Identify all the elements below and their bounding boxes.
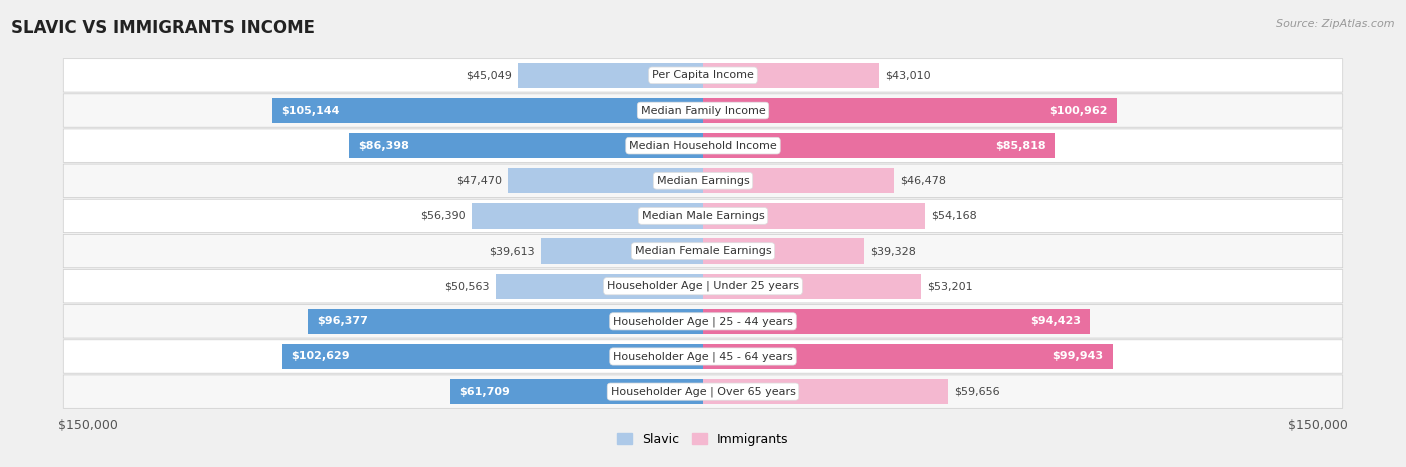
Text: $43,010: $43,010 <box>886 71 931 80</box>
Bar <box>703 379 948 404</box>
FancyBboxPatch shape <box>63 375 1343 408</box>
Bar <box>509 168 703 193</box>
Legend: Slavic, Immigrants: Slavic, Immigrants <box>613 428 793 451</box>
FancyBboxPatch shape <box>63 129 1343 163</box>
Bar <box>271 98 703 123</box>
FancyBboxPatch shape <box>63 340 1343 373</box>
Text: $53,201: $53,201 <box>928 281 973 291</box>
Bar <box>519 63 703 88</box>
Bar <box>703 309 1090 334</box>
FancyBboxPatch shape <box>63 234 1343 268</box>
Bar <box>349 133 703 158</box>
Text: $54,168: $54,168 <box>931 211 977 221</box>
Text: Median Household Income: Median Household Income <box>628 141 778 151</box>
Text: Median Family Income: Median Family Income <box>641 106 765 115</box>
FancyBboxPatch shape <box>63 59 1343 92</box>
Text: $45,049: $45,049 <box>467 71 512 80</box>
Text: $47,470: $47,470 <box>456 176 502 186</box>
FancyBboxPatch shape <box>63 304 1343 338</box>
Text: Householder Age | Over 65 years: Householder Age | Over 65 years <box>610 386 796 397</box>
Text: $86,398: $86,398 <box>359 141 409 151</box>
Text: Source: ZipAtlas.com: Source: ZipAtlas.com <box>1277 19 1395 28</box>
Text: Per Capita Income: Per Capita Income <box>652 71 754 80</box>
Bar <box>703 133 1054 158</box>
Text: $96,377: $96,377 <box>316 316 368 326</box>
Bar <box>472 203 703 228</box>
Text: $94,423: $94,423 <box>1031 316 1081 326</box>
Text: Median Earnings: Median Earnings <box>657 176 749 186</box>
Bar <box>703 239 865 264</box>
Text: $46,478: $46,478 <box>900 176 946 186</box>
Text: Householder Age | Under 25 years: Householder Age | Under 25 years <box>607 281 799 291</box>
Text: $39,613: $39,613 <box>489 246 534 256</box>
Bar <box>703 344 1114 369</box>
Bar <box>703 203 925 228</box>
Bar <box>540 239 703 264</box>
Text: $50,563: $50,563 <box>444 281 489 291</box>
Text: $100,962: $100,962 <box>1049 106 1108 115</box>
FancyBboxPatch shape <box>63 164 1343 198</box>
Text: Householder Age | 25 - 44 years: Householder Age | 25 - 44 years <box>613 316 793 326</box>
Bar <box>496 274 703 299</box>
FancyBboxPatch shape <box>63 269 1343 303</box>
Text: $39,328: $39,328 <box>870 246 917 256</box>
Bar <box>703 168 894 193</box>
Text: Householder Age | 45 - 64 years: Householder Age | 45 - 64 years <box>613 351 793 362</box>
Text: $85,818: $85,818 <box>995 141 1046 151</box>
Bar <box>283 344 703 369</box>
Text: Median Male Earnings: Median Male Earnings <box>641 211 765 221</box>
Text: $59,656: $59,656 <box>953 387 1000 396</box>
Bar <box>703 63 879 88</box>
FancyBboxPatch shape <box>63 199 1343 233</box>
Bar <box>703 98 1116 123</box>
Text: $102,629: $102,629 <box>291 352 350 361</box>
FancyBboxPatch shape <box>63 94 1343 127</box>
Text: SLAVIC VS IMMIGRANTS INCOME: SLAVIC VS IMMIGRANTS INCOME <box>11 19 315 37</box>
Bar <box>308 309 703 334</box>
Bar <box>703 274 921 299</box>
Text: $99,943: $99,943 <box>1053 352 1104 361</box>
Text: $61,709: $61,709 <box>460 387 510 396</box>
Text: $105,144: $105,144 <box>281 106 339 115</box>
Bar <box>450 379 703 404</box>
Text: $56,390: $56,390 <box>420 211 465 221</box>
Text: Median Female Earnings: Median Female Earnings <box>634 246 772 256</box>
